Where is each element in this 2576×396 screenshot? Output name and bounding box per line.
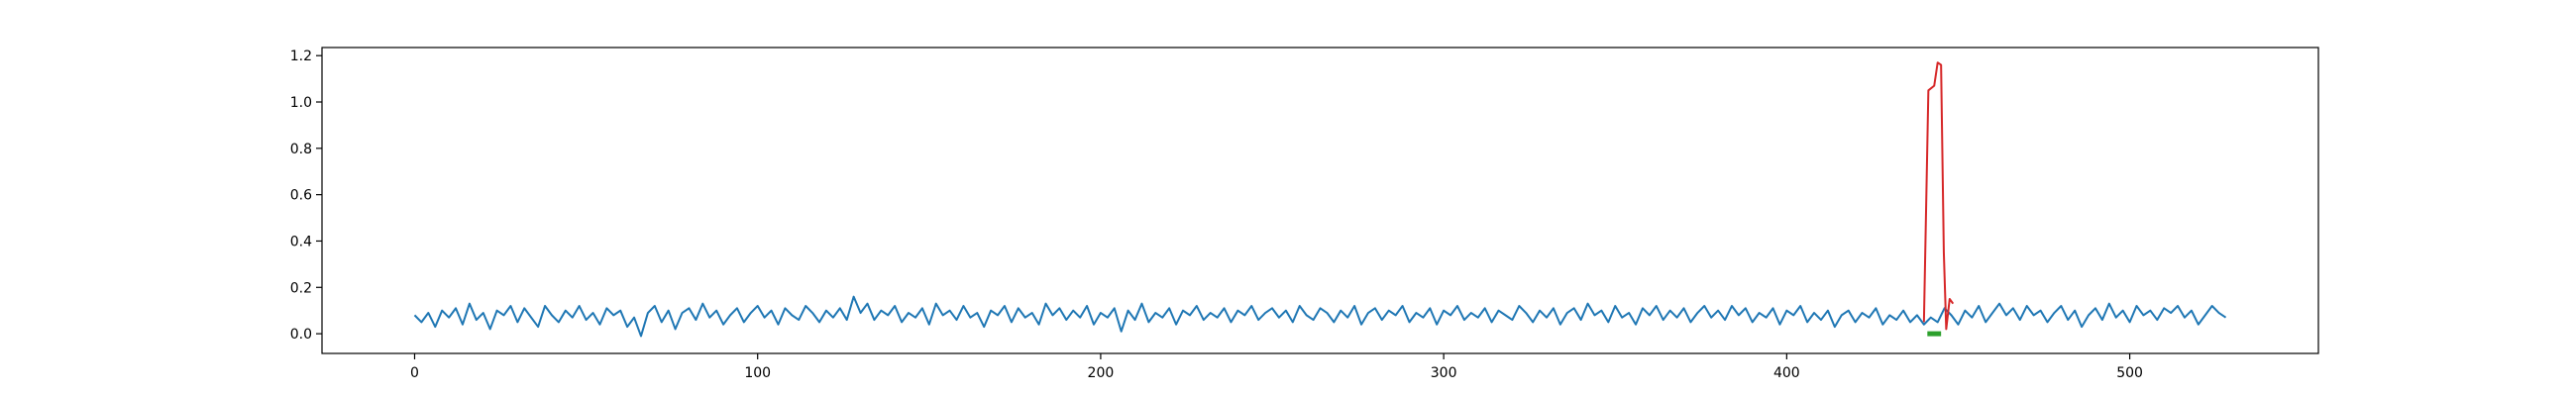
y-tick-label: 1.2 [290,49,312,64]
series-layer [413,61,2227,338]
x-tick-label: 500 [2116,365,2143,381]
x-tick-label: 0 [410,365,419,381]
y-tick-label: 0.0 [290,327,312,343]
x-tick-label: 100 [744,365,771,381]
y-tick-label: 0.6 [290,188,312,204]
y-axis: 0.0 0.2 0.4 0.6 0.8 1.0 1.2 [290,49,322,343]
x-axis: 0 100 200 300 400 500 [410,353,2143,381]
series-0-line [413,295,2227,338]
y-tick-label: 1.0 [290,95,312,111]
axes-frame [321,47,2319,354]
y-tick-label: 0.4 [290,234,312,249]
series-1-line [1922,61,1955,331]
x-tick-label: 200 [1088,365,1115,381]
y-tick-label: 0.8 [290,142,312,157]
plot-area [322,48,2318,353]
y-tick-label: 0.2 [290,280,312,296]
x-tick-label: 400 [1773,365,1800,381]
x-tick-label: 300 [1431,365,1457,381]
